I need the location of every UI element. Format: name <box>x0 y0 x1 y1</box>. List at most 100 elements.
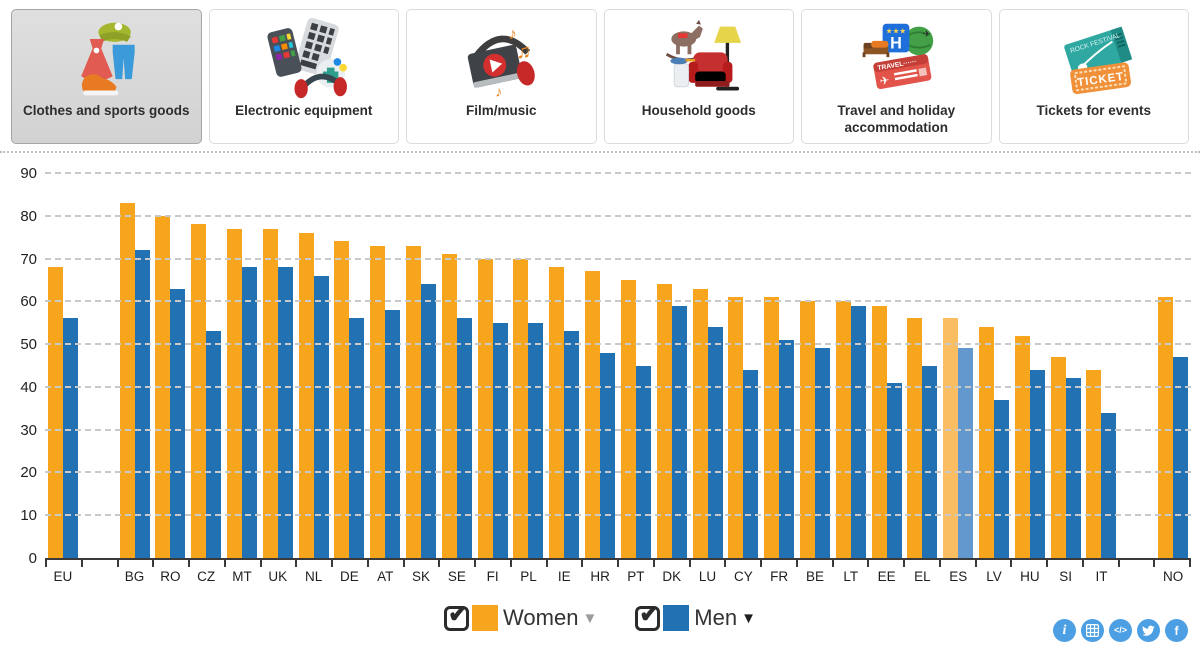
embed-code-button[interactable]: </> <box>1109 619 1132 642</box>
twitter-button[interactable] <box>1137 619 1160 642</box>
bar-women-EE[interactable] <box>871 305 887 558</box>
bar-women-CZ[interactable] <box>191 224 207 558</box>
bar-men-SK[interactable] <box>421 284 437 558</box>
bar-women-CY[interactable] <box>728 297 744 558</box>
bar-men-IE[interactable] <box>564 331 580 558</box>
legend-item-women[interactable]: ✔ Women ▼ <box>444 601 598 631</box>
bar-men-NL[interactable] <box>313 275 329 558</box>
bar-men-EL[interactable] <box>922 365 938 558</box>
bar-men-UK[interactable] <box>277 267 293 558</box>
bar-group-EE <box>869 159 905 558</box>
bar-men-LT[interactable] <box>850 305 866 558</box>
bar-women-EU[interactable] <box>47 267 63 558</box>
bar-men-EE[interactable] <box>886 382 902 558</box>
tab-label: Tickets for events <box>1036 103 1152 118</box>
bar-women-LV[interactable] <box>979 327 995 558</box>
bar-men-EU[interactable] <box>62 318 78 558</box>
bar-men-DK[interactable] <box>671 305 687 558</box>
bar-women-NO[interactable] <box>1158 297 1174 558</box>
bar-men-HR[interactable] <box>600 352 616 558</box>
bar-women-DK[interactable] <box>656 284 672 558</box>
divider <box>0 151 1200 153</box>
gridline-80 <box>45 214 1191 217</box>
tab-clothes-and-sports-goods[interactable]: Clothes and sports goods <box>11 9 202 144</box>
bar-men-CZ[interactable] <box>206 331 222 558</box>
bar-women-HR[interactable] <box>585 271 601 558</box>
tab-household-goods[interactable]: Household goods <box>603 9 794 144</box>
bar-women-LU[interactable] <box>692 288 708 558</box>
tab-film-music[interactable]: ♪ ♫ ♪ Film/music <box>406 9 597 144</box>
bar-men-PT[interactable] <box>635 365 651 558</box>
bar-men-FI[interactable] <box>492 322 508 558</box>
bar-women-AT[interactable] <box>370 245 386 558</box>
bar-men-IT[interactable] <box>1101 412 1117 558</box>
bar-women-SK[interactable] <box>406 245 422 558</box>
facebook-button[interactable]: f <box>1165 619 1188 642</box>
bar-men-HU[interactable] <box>1029 369 1045 558</box>
bar-group-IT <box>1084 159 1120 558</box>
bar-women-SE[interactable] <box>441 254 457 558</box>
bar-men-SE[interactable] <box>456 318 472 558</box>
tab-label: Household goods <box>641 103 756 118</box>
tab-electronic-equipment[interactable]: Electronic equipment <box>208 9 399 144</box>
women-dropdown-caret-icon[interactable]: ▼ <box>582 609 598 627</box>
tab-travel-and-holiday-accommodation[interactable]: ✈ ★★★ H TRAVEL······ ✈ <box>801 9 992 144</box>
film-music-icon: ♪ ♫ ♪ <box>455 10 547 102</box>
bar-men-MT[interactable] <box>241 267 257 558</box>
bar-women-PT[interactable] <box>620 279 636 558</box>
bar-men-DE[interactable] <box>349 318 365 558</box>
bar-men-PL[interactable] <box>528 322 544 558</box>
table-icon <box>1086 624 1099 637</box>
bar-women-MT[interactable] <box>226 228 242 558</box>
bar-women-NL[interactable] <box>298 232 314 558</box>
legend-item-men[interactable]: ✔ Men ▼ <box>635 601 756 631</box>
bar-women-ES[interactable] <box>943 318 959 558</box>
men-checkbox[interactable]: ✔ <box>635 601 661 631</box>
x-axis-label-BE: BE <box>805 569 824 584</box>
bar-group-MT <box>224 159 260 558</box>
bar-men-FR[interactable] <box>779 339 795 558</box>
x-axis-label-FR: FR <box>770 569 789 584</box>
bar-women-EL[interactable] <box>907 318 923 558</box>
bar-group-HU <box>1012 159 1048 558</box>
share-toolbar: i </> f <box>1053 619 1188 642</box>
bar-women-DE[interactable] <box>334 241 350 558</box>
check-icon: ✔ <box>639 600 660 628</box>
men-dropdown-caret-icon[interactable]: ▼ <box>741 609 756 627</box>
bar-men-CY[interactable] <box>743 369 759 558</box>
axis-tick <box>581 560 617 567</box>
bar-women-FR[interactable] <box>764 297 780 558</box>
bar-men-AT[interactable] <box>385 309 401 558</box>
bar-men-BG[interactable] <box>134 250 150 558</box>
bar-men-LV[interactable] <box>994 399 1010 558</box>
tab-tickets-for-events[interactable]: ROCK FESTIVAL TICKET Tickets for events <box>998 9 1189 144</box>
tickets-icon: ROCK FESTIVAL TICKET <box>1048 10 1140 102</box>
bar-women-IT[interactable] <box>1086 369 1102 558</box>
bar-group-EL <box>905 159 941 558</box>
bar-men-LU[interactable] <box>707 327 723 558</box>
axis-tick <box>259 560 296 567</box>
bar-men-BE[interactable] <box>814 348 830 558</box>
bar-group-DK <box>654 159 690 558</box>
men-color-swatch <box>663 605 690 631</box>
axis-tick <box>366 560 403 567</box>
bar-men-NO[interactable] <box>1173 356 1189 558</box>
info-button[interactable]: i <box>1053 619 1076 642</box>
bar-women-BG[interactable] <box>119 202 135 558</box>
bar-women-UK[interactable] <box>262 228 278 558</box>
bar-men-SI[interactable] <box>1065 378 1081 558</box>
bar-women-FI[interactable] <box>477 258 493 558</box>
bar-women-PL[interactable] <box>513 258 529 558</box>
bar-men-RO[interactable] <box>170 288 186 558</box>
women-color-swatch <box>472 605 499 631</box>
bar-women-SI[interactable] <box>1050 356 1066 558</box>
table-button[interactable] <box>1081 619 1104 642</box>
x-axis-label-empty <box>1119 569 1155 584</box>
bar-group-ES <box>940 159 976 558</box>
bar-group-AT <box>367 159 403 558</box>
bar-men-ES[interactable] <box>958 348 974 558</box>
bar-women-HU[interactable] <box>1014 335 1030 558</box>
bar-women-IE[interactable] <box>549 267 565 558</box>
bar-group-CZ <box>188 159 224 558</box>
women-checkbox[interactable]: ✔ <box>444 601 470 631</box>
